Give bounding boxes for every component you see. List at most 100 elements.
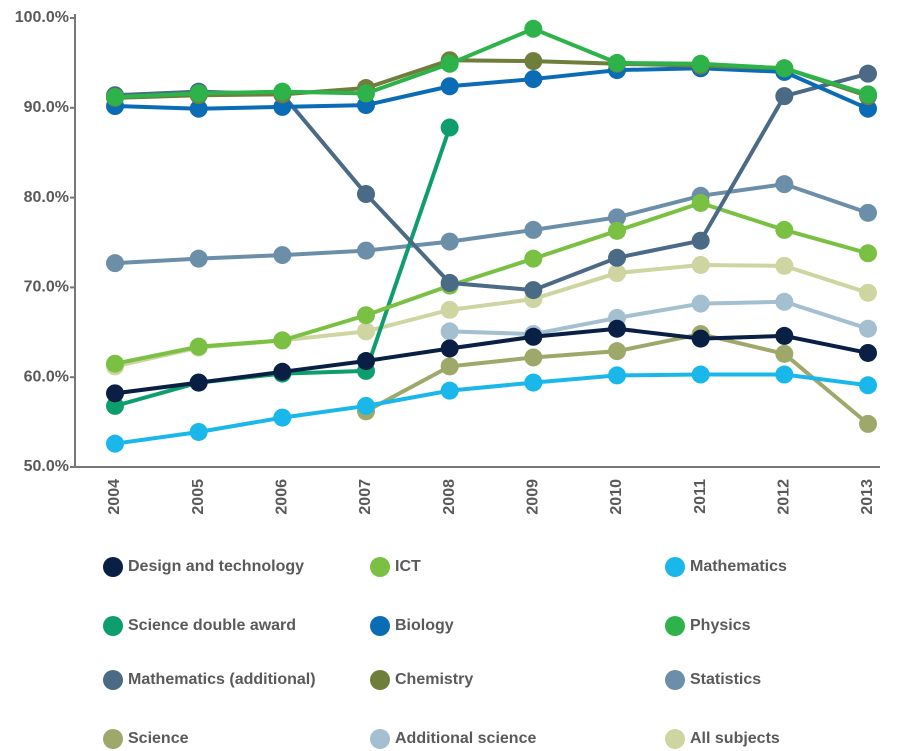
point — [524, 19, 543, 38]
y-tick-label: 70.0% — [24, 279, 69, 296]
legend-label: Science double award — [128, 617, 296, 634]
series-line — [114, 372, 869, 446]
x-tick-label: 2004 — [106, 479, 123, 515]
series-line — [114, 262, 869, 369]
legend-label: Biology — [395, 617, 454, 634]
point — [524, 220, 543, 239]
point — [440, 381, 459, 400]
point — [106, 384, 124, 403]
point — [608, 366, 626, 385]
point — [440, 357, 459, 376]
point — [440, 300, 459, 319]
point — [440, 54, 459, 73]
point — [357, 84, 375, 103]
legend-label: ICT — [395, 558, 421, 575]
point — [775, 220, 794, 239]
legend-label: Chemistry — [395, 671, 473, 688]
point — [273, 97, 292, 116]
point — [524, 281, 543, 300]
point — [691, 54, 710, 73]
legend-swatch — [103, 557, 123, 577]
point — [691, 294, 710, 313]
x-tick-label: 2011 — [692, 479, 709, 514]
legend-label: Mathematics — [690, 558, 787, 575]
point — [524, 373, 543, 392]
point — [691, 193, 710, 212]
y-tick-label: 80.0% — [24, 189, 69, 206]
point — [859, 99, 877, 118]
point — [859, 64, 877, 83]
point — [691, 255, 710, 274]
point — [859, 244, 877, 263]
x-tick-label: 2008 — [441, 479, 458, 515]
point — [859, 414, 877, 433]
point — [357, 185, 375, 204]
legend-label: Statistics — [690, 671, 761, 688]
point — [859, 283, 877, 302]
point — [859, 85, 877, 104]
legend-label: Science — [128, 730, 189, 747]
legend-swatch — [370, 616, 390, 636]
x-tick-label: 2007 — [357, 479, 374, 515]
point — [273, 246, 292, 265]
y-tick-label: 60.0% — [24, 368, 69, 385]
point — [357, 396, 375, 415]
point — [106, 354, 124, 373]
point — [775, 292, 794, 311]
legend-label: Additional science — [395, 730, 536, 747]
point — [189, 249, 208, 268]
point — [524, 348, 543, 367]
point — [357, 306, 375, 325]
point — [608, 264, 626, 283]
point — [608, 342, 626, 361]
point — [106, 254, 124, 273]
point — [106, 88, 124, 107]
point — [440, 232, 459, 251]
point — [357, 322, 375, 341]
point — [608, 319, 626, 338]
point — [273, 82, 292, 101]
point — [608, 221, 626, 240]
point — [775, 59, 794, 78]
point — [106, 434, 124, 453]
legend-swatch — [665, 616, 685, 636]
legend-swatch — [665, 670, 685, 690]
legend-swatch — [370, 729, 390, 749]
legend-label: Design and technology — [128, 558, 304, 575]
point — [273, 408, 292, 427]
point — [608, 53, 626, 72]
point — [608, 248, 626, 267]
legend-swatch — [665, 557, 685, 577]
series-line — [114, 26, 869, 100]
point — [691, 365, 710, 384]
point — [189, 337, 208, 356]
y-tick-label: 100.0% — [15, 9, 69, 26]
series-line — [114, 66, 869, 111]
point — [859, 203, 877, 222]
series-line — [114, 200, 869, 366]
point — [273, 331, 292, 350]
point — [189, 84, 208, 103]
point — [859, 343, 877, 362]
point — [440, 273, 459, 292]
x-tick-label: 2013 — [859, 479, 876, 515]
point — [189, 422, 208, 441]
legend-swatch — [370, 670, 390, 690]
series-line — [114, 182, 869, 266]
x-tick-label: 2012 — [776, 479, 793, 515]
point — [440, 77, 459, 96]
point — [357, 352, 375, 371]
point — [775, 344, 794, 363]
x-tick-label: 2009 — [525, 479, 542, 515]
point — [189, 99, 208, 118]
x-tick-label: 2006 — [274, 479, 291, 515]
legend-swatch — [665, 729, 685, 749]
point — [859, 319, 877, 338]
point — [106, 396, 124, 415]
x-tick-label: 2005 — [190, 479, 207, 515]
point — [357, 241, 375, 260]
legend-label: Physics — [690, 617, 751, 634]
legend-swatch — [370, 557, 390, 577]
point — [440, 118, 459, 137]
